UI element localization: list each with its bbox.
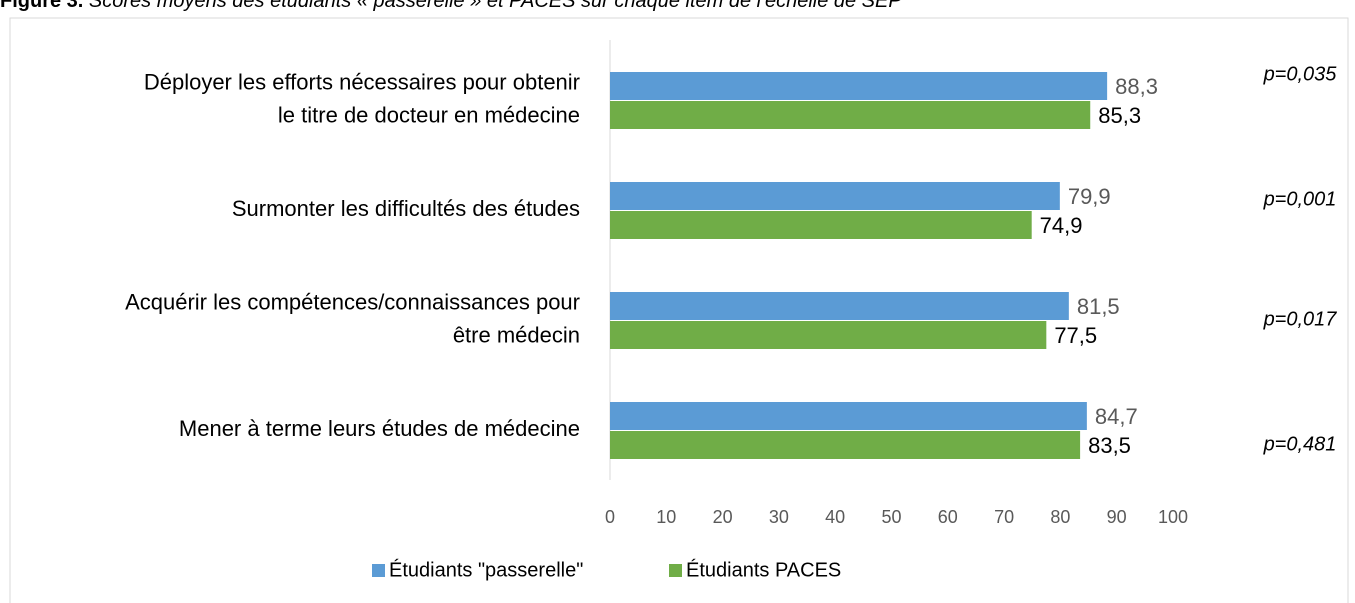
bar [610, 402, 1087, 430]
y-tick-label: être médecin [453, 322, 580, 347]
y-tick-label: Déployer les efforts nécessaires pour ob… [144, 69, 580, 94]
value-label: 83,5 [1088, 433, 1131, 458]
x-tick-label: 50 [881, 507, 901, 527]
figure-label: Figure 3. [0, 0, 83, 12]
x-tick-label: 0 [605, 507, 615, 527]
bar [610, 431, 1081, 459]
y-tick-label: Surmonter les difficultés des études [232, 196, 580, 221]
value-label: 77,5 [1054, 323, 1097, 348]
annotation: p=0,017 [1263, 308, 1338, 330]
x-tick-label: 40 [825, 507, 845, 527]
title-text: Scores moyens des étudiants « passerelle… [89, 0, 902, 12]
x-tick-label: 80 [1050, 507, 1070, 527]
bar [610, 321, 1047, 349]
bar [610, 72, 1108, 100]
legend-swatch [669, 564, 682, 577]
bar [610, 182, 1060, 210]
bar [610, 211, 1032, 239]
value-label: 88,3 [1115, 74, 1158, 99]
x-tick-label: 70 [994, 507, 1014, 527]
x-tick-label: 10 [656, 507, 676, 527]
x-tick-label: 20 [713, 507, 733, 527]
value-label: 81,5 [1077, 294, 1120, 319]
y-tick-label: le titre de docteur en médecine [278, 102, 580, 127]
bar [610, 292, 1069, 320]
annotation: p=0,035 [1263, 63, 1338, 85]
legend-swatch [372, 564, 385, 577]
x-tick-label: 90 [1107, 507, 1127, 527]
chart-title: Figure 3. Scores moyens des étudiants « … [0, 0, 902, 12]
legend-label: Étudiants PACES [686, 558, 841, 581]
y-tick-label: Mener à terme leurs études de médecine [179, 416, 580, 441]
legend-label: Étudiants "passerelle" [389, 558, 583, 581]
x-tick-label: 60 [938, 507, 958, 527]
value-label: 74,9 [1040, 213, 1083, 238]
bar [610, 101, 1091, 129]
x-tick-label: 30 [769, 507, 789, 527]
value-label: 85,3 [1098, 103, 1141, 128]
y-tick-label: Acquérir les compétences/connaissances p… [125, 289, 580, 314]
x-tick-label: 100 [1158, 507, 1188, 527]
value-label: 84,7 [1095, 404, 1138, 429]
annotation: p=0,001 [1263, 188, 1337, 210]
value-label: 79,9 [1068, 184, 1111, 209]
annotation: p=0,481 [1263, 433, 1337, 455]
